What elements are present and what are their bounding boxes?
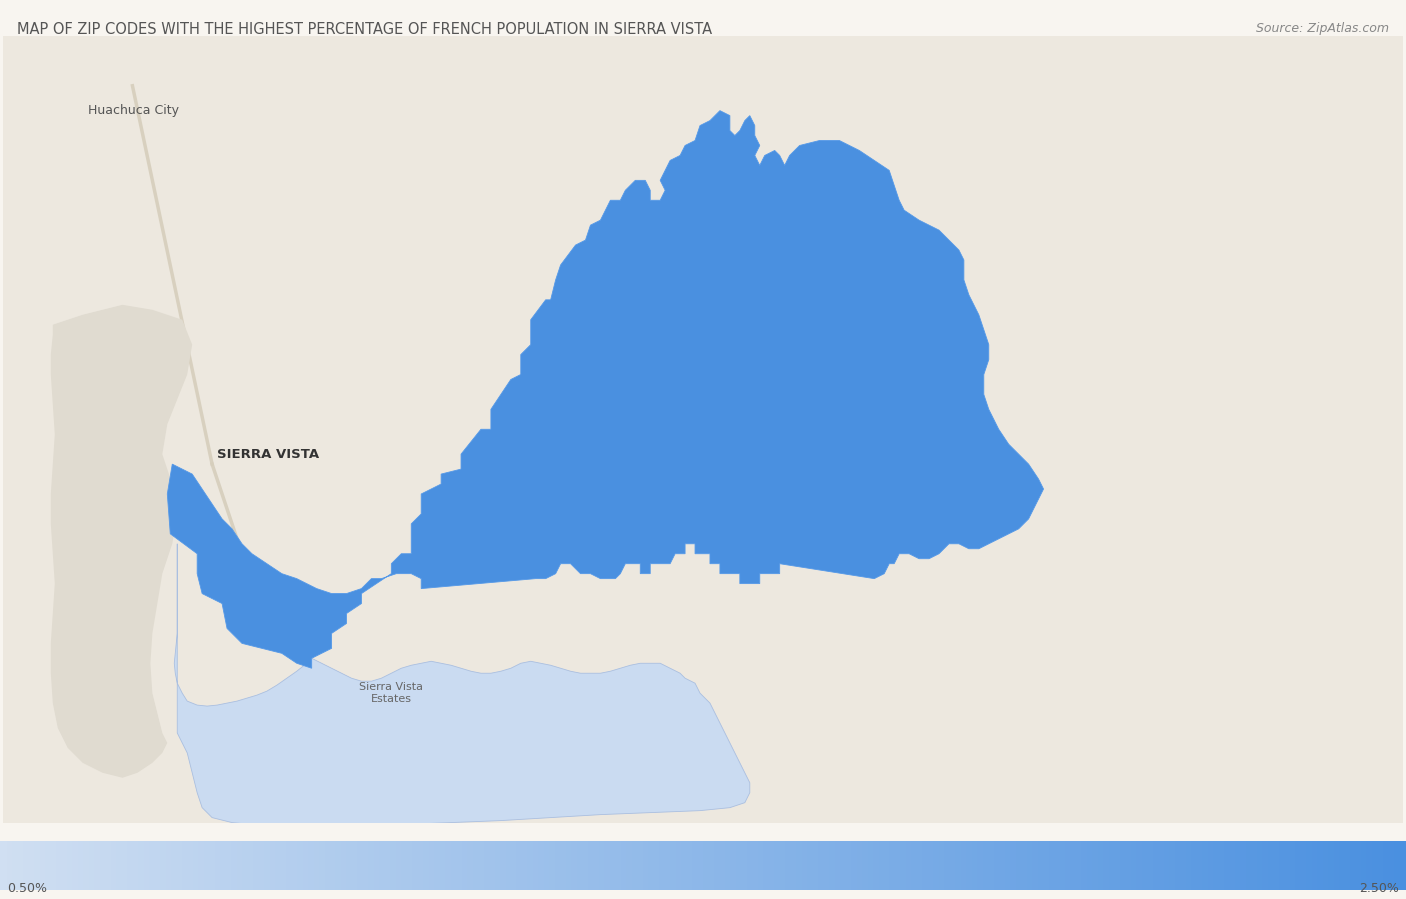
Text: MAP OF ZIP CODES WITH THE HIGHEST PERCENTAGE OF FRENCH POPULATION IN SIERRA VIST: MAP OF ZIP CODES WITH THE HIGHEST PERCEN… [17, 22, 711, 38]
Text: 0.50%: 0.50% [7, 882, 46, 895]
Text: SIERRA VISTA: SIERRA VISTA [217, 448, 319, 460]
Text: Sierra Vista
Estates: Sierra Vista Estates [360, 682, 423, 704]
Text: 2.50%: 2.50% [1360, 882, 1399, 895]
Text: Source: ZipAtlas.com: Source: ZipAtlas.com [1256, 22, 1389, 35]
Polygon shape [167, 111, 1043, 668]
Polygon shape [174, 544, 749, 824]
Polygon shape [51, 305, 193, 778]
Text: Huachuca City: Huachuca City [87, 103, 179, 117]
